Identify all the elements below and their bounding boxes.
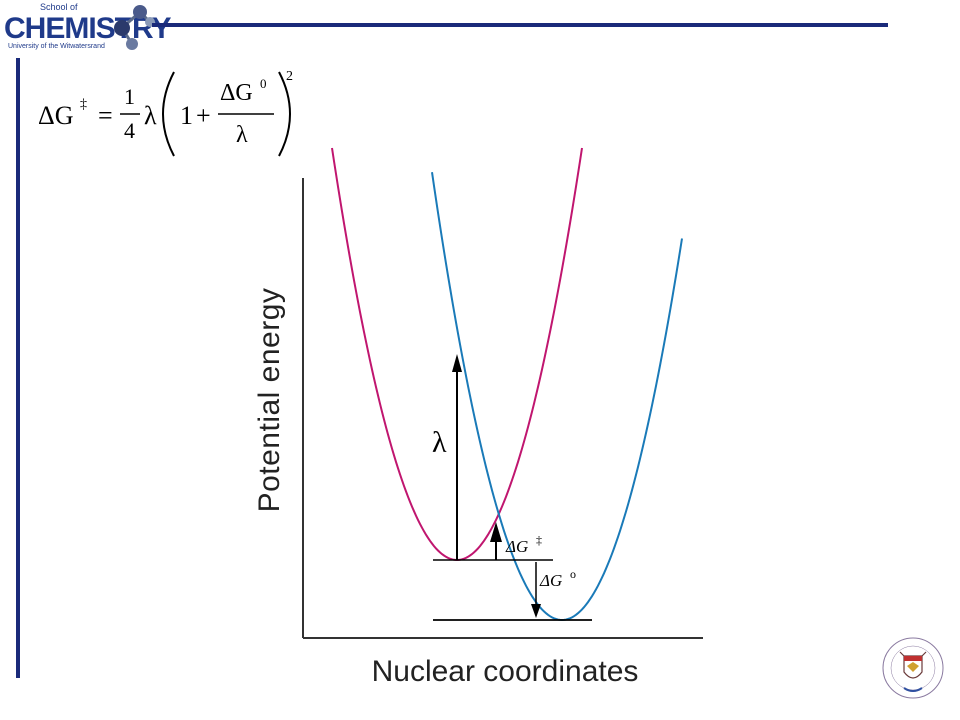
formula-one: 1 bbox=[180, 101, 193, 130]
activation-arrowhead bbox=[490, 522, 502, 542]
header-rule bbox=[152, 23, 888, 27]
logo-school-text: School of bbox=[40, 2, 78, 12]
molecule-icon bbox=[114, 5, 155, 50]
formula-left-paren bbox=[162, 71, 175, 157]
lambda-label: λ bbox=[432, 426, 447, 459]
activation-label: ΔG bbox=[505, 537, 528, 556]
standard-dg-label-sup: o bbox=[570, 567, 576, 581]
product-curve bbox=[431, 172, 683, 622]
x-axis-label: Nuclear coordinates bbox=[371, 655, 639, 688]
y-axis-label: Potential energy bbox=[253, 287, 286, 513]
marcus-parabola-diagram: λ ΔG ‡ ΔG o bbox=[302, 147, 703, 639]
formula-lhs: ΔG bbox=[38, 101, 74, 130]
formula-equals: = bbox=[98, 101, 113, 130]
formula-frac-num: 1 bbox=[124, 84, 135, 109]
formula-inner-den: λ bbox=[236, 122, 248, 148]
formula-inner-num: ΔG bbox=[220, 80, 253, 106]
marcus-equation: ΔG ‡ = 1 4 λ 1 + ΔG 0 λ 2 bbox=[38, 69, 293, 157]
logo-university-text: University of the Witwatersrand bbox=[8, 43, 105, 50]
university-crest-icon bbox=[882, 637, 944, 699]
formula-inner-num-sup: 0 bbox=[260, 76, 267, 91]
standard-dg-label: ΔG bbox=[539, 571, 562, 590]
formula-right-paren bbox=[278, 71, 291, 157]
formula-lambda: λ bbox=[144, 101, 157, 130]
formula-plus: + bbox=[196, 101, 211, 130]
activation-label-sup: ‡ bbox=[536, 533, 542, 547]
lambda-arrowhead bbox=[452, 354, 462, 372]
formula-frac-den: 4 bbox=[124, 118, 135, 143]
school-logo: School of CHEMISTRY University of the Wi… bbox=[0, 0, 172, 60]
side-rule bbox=[16, 58, 20, 678]
formula-exponent: 2 bbox=[286, 69, 293, 84]
standard-dg-arrowhead bbox=[531, 604, 541, 618]
formula-lhs-sup: ‡ bbox=[80, 97, 87, 112]
